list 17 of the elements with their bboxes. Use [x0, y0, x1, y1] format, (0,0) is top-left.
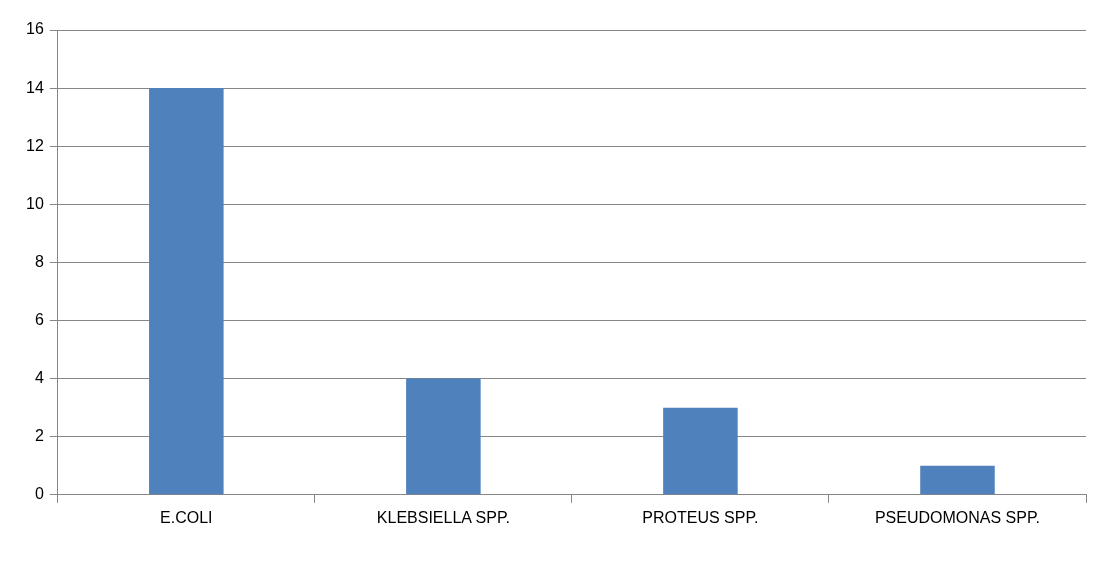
x-tick-label: PROTEUS SPP. — [642, 508, 759, 526]
y-tick-label: 8 — [34, 252, 44, 270]
bar — [920, 465, 995, 495]
y-tick-label: 10 — [26, 194, 44, 212]
x-tick-label: KLEBSIELLA SPP. — [376, 508, 510, 526]
y-tick-label: 14 — [26, 78, 44, 96]
x-tick-label: PSEUDOMONAS SPP. — [874, 508, 1041, 526]
y-tick-label: 12 — [26, 136, 44, 154]
x-tick-label: E.COLI — [160, 508, 213, 526]
y-tick-label: 0 — [34, 485, 44, 503]
y-tick-label: 2 — [34, 427, 44, 445]
y-tick-label: 4 — [34, 369, 44, 387]
bar — [406, 378, 481, 495]
bar — [663, 407, 738, 495]
y-tick-label: 16 — [26, 20, 44, 38]
y-tick-label: 6 — [34, 310, 44, 328]
bar — [149, 88, 224, 495]
